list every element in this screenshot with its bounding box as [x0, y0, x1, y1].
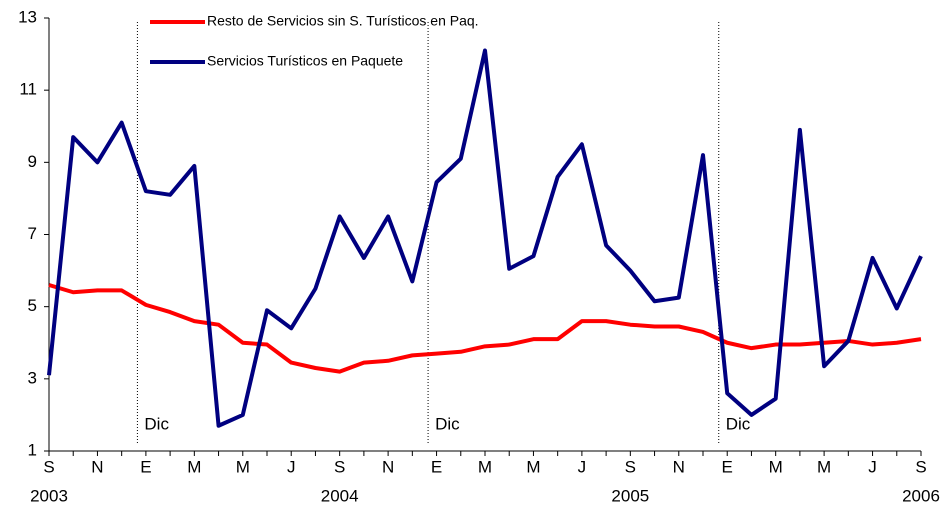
series-line	[48, 283, 922, 374]
annotation: Dic	[726, 414, 751, 433]
x-tick-label: J	[287, 457, 296, 476]
annotation: Dic	[144, 414, 169, 433]
x-tick-label: M	[478, 457, 492, 476]
legend-text: Servicios Turísticos en Paquete	[207, 53, 403, 69]
x-tick-label: J	[868, 457, 877, 476]
x-tick-label: N	[91, 457, 103, 476]
y-tick-label: 11	[19, 80, 37, 99]
x-tick-label: S	[43, 457, 54, 476]
x-tick-label: N	[673, 457, 685, 476]
x-tick-label: N	[382, 457, 394, 476]
x-tick-label: S	[334, 457, 345, 476]
x-tick-label: M	[187, 457, 201, 476]
annotation: Dic	[435, 414, 460, 433]
x-tick-label: E	[722, 457, 733, 476]
legend-text: Resto de Servicios sin S. Turísticos en …	[207, 13, 479, 29]
x-tick-label: M	[236, 457, 250, 476]
year-label: 2005	[611, 486, 649, 505]
x-tick-label: M	[769, 457, 783, 476]
x-tick-label: E	[140, 457, 151, 476]
y-tick-label: 7	[28, 224, 37, 243]
y-tick-label: 3	[28, 368, 37, 387]
series-line	[47, 48, 923, 428]
year-label: 2006	[902, 486, 940, 505]
y-tick-label: 9	[28, 152, 37, 171]
x-tick-label: E	[431, 457, 442, 476]
x-tick-label: S	[915, 457, 926, 476]
y-tick-label: 1	[28, 440, 37, 459]
x-tick-label: S	[625, 457, 636, 476]
x-tick-label: M	[817, 457, 831, 476]
year-label: 2004	[321, 486, 359, 505]
y-tick-label: 5	[28, 296, 37, 315]
x-tick-label: M	[526, 457, 540, 476]
year-label: 2003	[30, 486, 68, 505]
y-tick-label: 13	[18, 7, 37, 26]
x-tick-label: J	[578, 457, 587, 476]
